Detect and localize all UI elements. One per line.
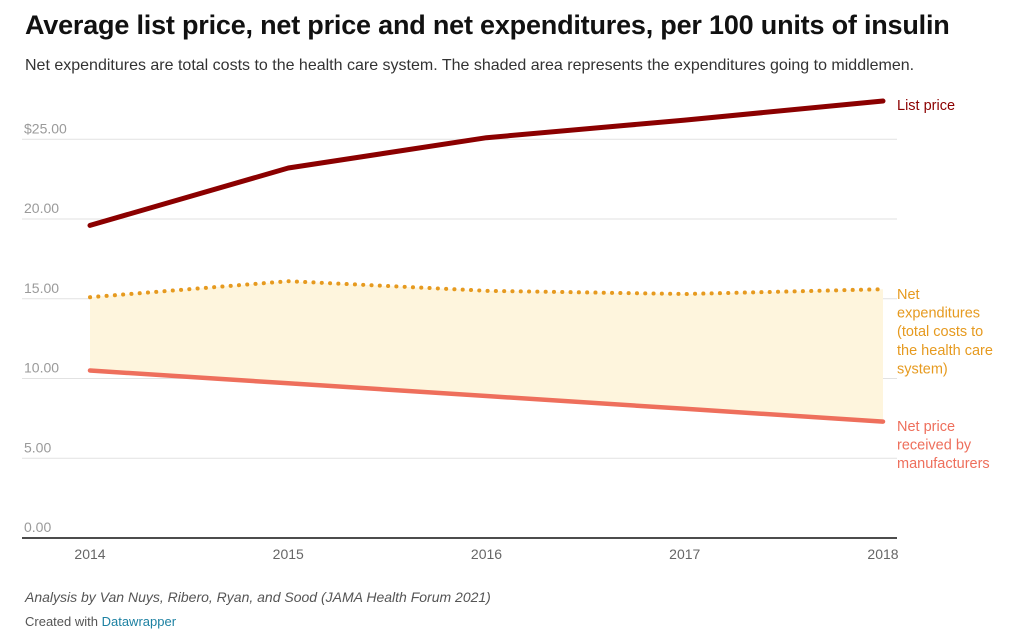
chart-subtitle: Net expenditures are total costs to the …	[25, 57, 915, 74]
x-tick-label: 2016	[471, 546, 502, 562]
credit-line: Created with Datawrapper	[25, 614, 176, 629]
series-line-net-expenditures	[88, 279, 885, 300]
credit-prefix: Created with	[25, 614, 102, 629]
series-label-net-price: Net price received by manufacturers	[897, 419, 990, 472]
x-tick-label: 2018	[867, 546, 898, 562]
series-line-net-price	[87, 368, 886, 424]
line-chart: 0.00 5.00 10.00 15.00 20.00 $25.00 2014 2015 201…	[22, 98, 993, 562]
x-tick-label: 2017	[669, 546, 700, 562]
y-tick-label: 20.00	[24, 200, 59, 216]
series-label-net-expenditures: Net expenditures (total costs to the health…	[897, 287, 993, 377]
source-note: Analysis by Van Nuys, Ribero, Ryan, and …	[25, 589, 491, 605]
series-label-list-price: List price	[897, 98, 955, 114]
middlemen-shaded-area	[90, 281, 883, 422]
chart-title: Average list price, net price and net ex…	[25, 10, 950, 40]
series-line-list-price	[87, 98, 886, 228]
y-tick-label: 0.00	[24, 519, 51, 535]
x-tick-label: 2014	[74, 546, 105, 562]
y-tick-label: 15.00	[24, 280, 59, 296]
y-tick-label: $25.00	[24, 120, 67, 136]
y-tick-label: 10.00	[24, 360, 59, 376]
x-tick-label: 2015	[273, 546, 304, 562]
y-tick-label: 5.00	[24, 439, 51, 455]
datawrapper-link[interactable]: Datawrapper	[101, 614, 177, 629]
